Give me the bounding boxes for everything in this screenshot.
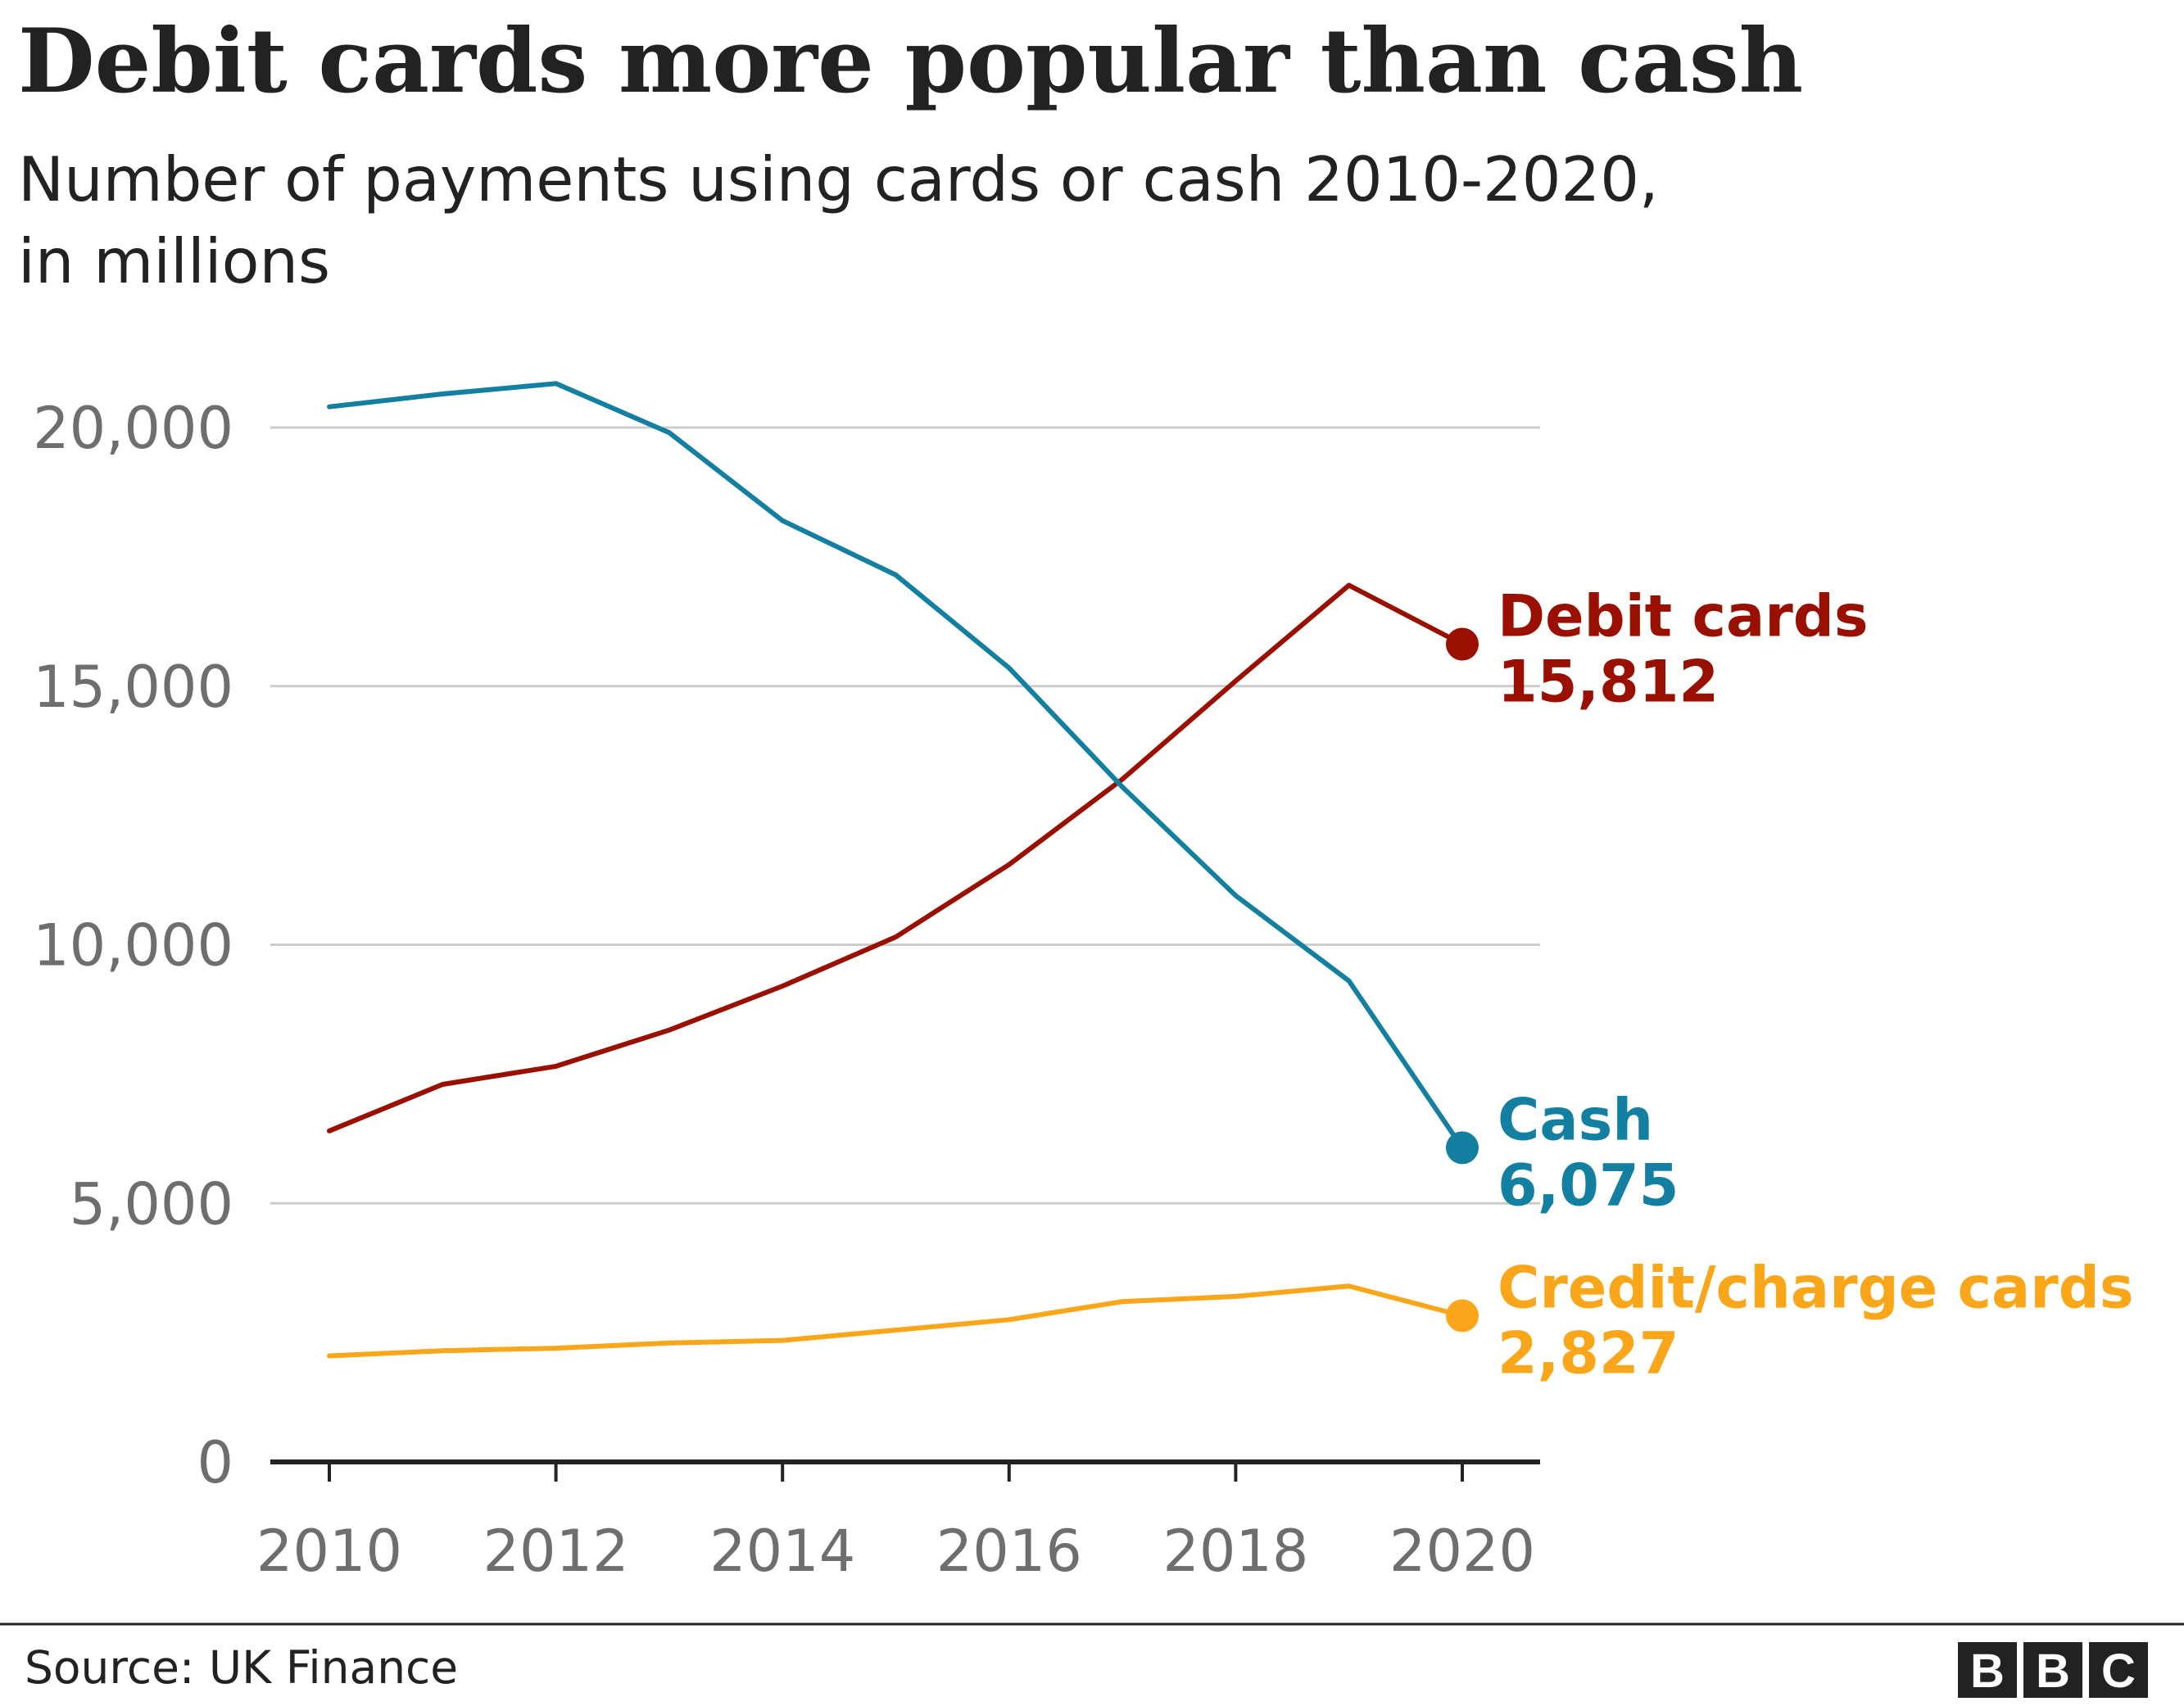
bbc-logo-block-2: [2023, 1642, 2082, 1698]
bbc-logo-letter-2: B: [2036, 1645, 2070, 1698]
series-value-credit-charge-cards: 2,827: [1498, 1319, 1679, 1387]
x-tick-label: 2014: [709, 1518, 855, 1585]
y-tick-label: 15,000: [33, 654, 233, 721]
chart-title: Debit cards more popular than cash: [18, 10, 1803, 113]
x-tick-label: 2010: [256, 1518, 402, 1585]
x-tick-label: 2018: [1162, 1518, 1308, 1585]
series-label-debit-cards: Debit cards: [1498, 582, 1869, 649]
chart-subtitle-line-2: in millions: [18, 225, 330, 297]
y-tick-label: 10,000: [33, 912, 233, 980]
x-tick-label: 2016: [936, 1518, 1082, 1585]
y-tick-label: 5,000: [70, 1170, 233, 1238]
source-note: Source: UK Finance: [25, 1641, 458, 1694]
series-value-cash: 6,075: [1498, 1152, 1679, 1219]
bbc-logo: B B C: [1958, 1642, 2148, 1698]
plot-area: 0 5,000 10,000 15,000 20,000 2010 2012 2014 2016…: [33, 381, 2134, 1585]
bbc-logo-letter-3: C: [2101, 1645, 2136, 1698]
bbc-logo-block-3: [2089, 1642, 2148, 1698]
series-end-marker-debit-cards: [1446, 627, 1479, 661]
y-tick-label: 0: [197, 1429, 233, 1496]
series-end-marker-credit-charge-cards: [1446, 1299, 1479, 1333]
series-label-cash: Cash: [1498, 1086, 1653, 1153]
bbc-logo-block-1: [1958, 1642, 2017, 1698]
series-line-debit-cards: [327, 582, 1465, 1134]
series-line-credit-charge-cards: [327, 1283, 1465, 1359]
series-end-marker-cash: [1446, 1131, 1479, 1165]
y-tick-label: 20,000: [33, 395, 233, 462]
series-line-cash: [327, 381, 1465, 1151]
series-value-debit-cards: 15,812: [1498, 648, 1719, 715]
bbc-logo-letter-1: B: [1970, 1645, 2005, 1698]
x-tick-label: 2012: [483, 1518, 629, 1585]
chart-subtitle-line-1: Number of payments using cards or cash 2…: [18, 143, 1659, 215]
x-tick-label: 2020: [1389, 1518, 1535, 1585]
series-label-credit-charge-cards: Credit/charge cards: [1498, 1254, 2134, 1321]
